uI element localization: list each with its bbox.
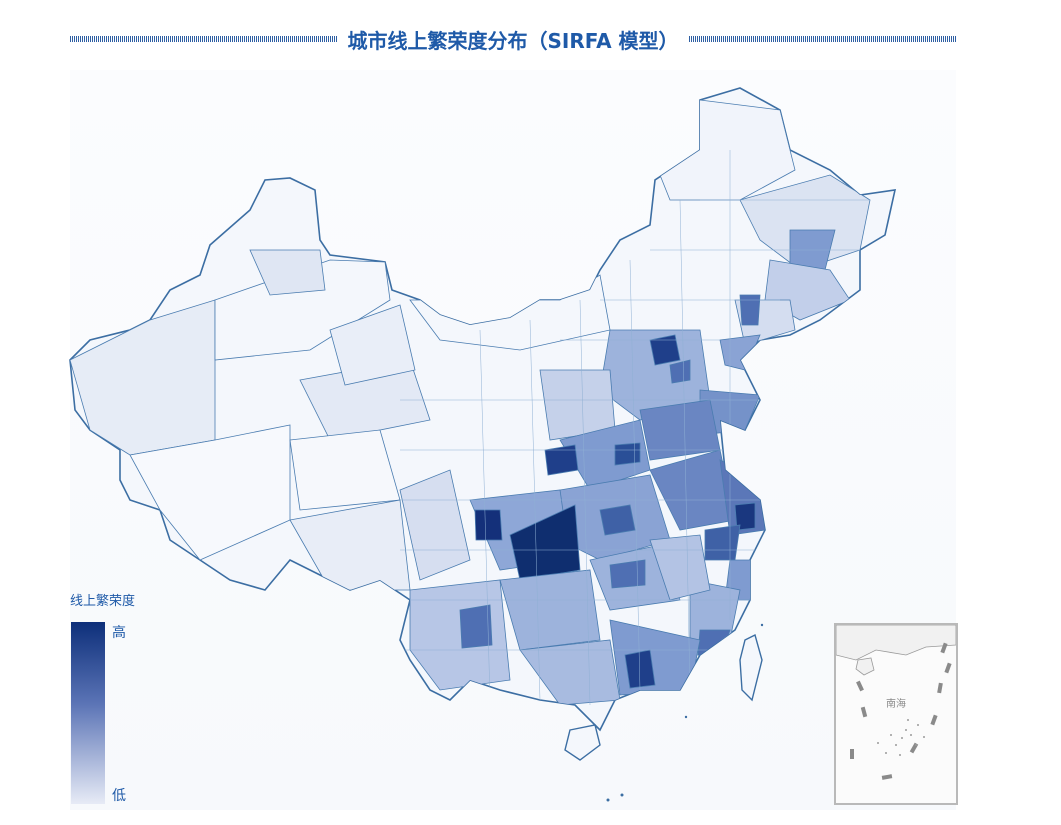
title-bar: 城市线上繁荣度分布（SIRFA 模型） (70, 22, 956, 56)
region-shandong-west (639, 399, 721, 461)
south-sea-inset: 南海 (834, 623, 958, 805)
region-kunming (459, 604, 493, 649)
region-hangzhou (704, 524, 741, 561)
legend-high-label: 高 (112, 625, 126, 641)
region-gansu-west (329, 304, 416, 386)
legend-color-bar (71, 622, 105, 804)
island-dot (620, 793, 624, 797)
region-zhengzhou (614, 442, 641, 466)
region-urumqi (249, 249, 326, 296)
region-wuhan (599, 504, 636, 536)
region-jiangxi (649, 534, 711, 601)
region-chengdu (474, 509, 503, 541)
south-sea-map (835, 624, 957, 780)
region-changsha (609, 559, 646, 589)
legend-title: 线上繁荣度 (70, 594, 136, 609)
chart-title: 城市线上繁荣度分布（SIRFA 模型） (347, 28, 679, 53)
region-dalian (719, 334, 761, 371)
legend-low-label: 低 (112, 788, 126, 804)
region-xinjiang-north (214, 259, 391, 361)
hainan-island (564, 724, 601, 761)
title-rule-left (70, 36, 338, 42)
island-dot (684, 715, 688, 719)
island-dot (606, 798, 610, 802)
region-shenyang (739, 294, 761, 326)
region-chongqing (509, 504, 581, 581)
region-guizhou (499, 569, 601, 651)
island-dot (760, 623, 764, 627)
region-shanghai (734, 502, 756, 531)
region-xian (544, 444, 579, 476)
region-beijing (649, 334, 681, 366)
title-rule-right (688, 36, 956, 42)
region-tibet-east (289, 429, 401, 511)
region-guangzhou (624, 649, 656, 689)
region-xiamen (697, 629, 731, 661)
regions (70, 99, 871, 706)
taiwan-island (739, 633, 763, 702)
city-boundaries (400, 150, 870, 706)
south-sea-label: 南海 (886, 699, 906, 710)
